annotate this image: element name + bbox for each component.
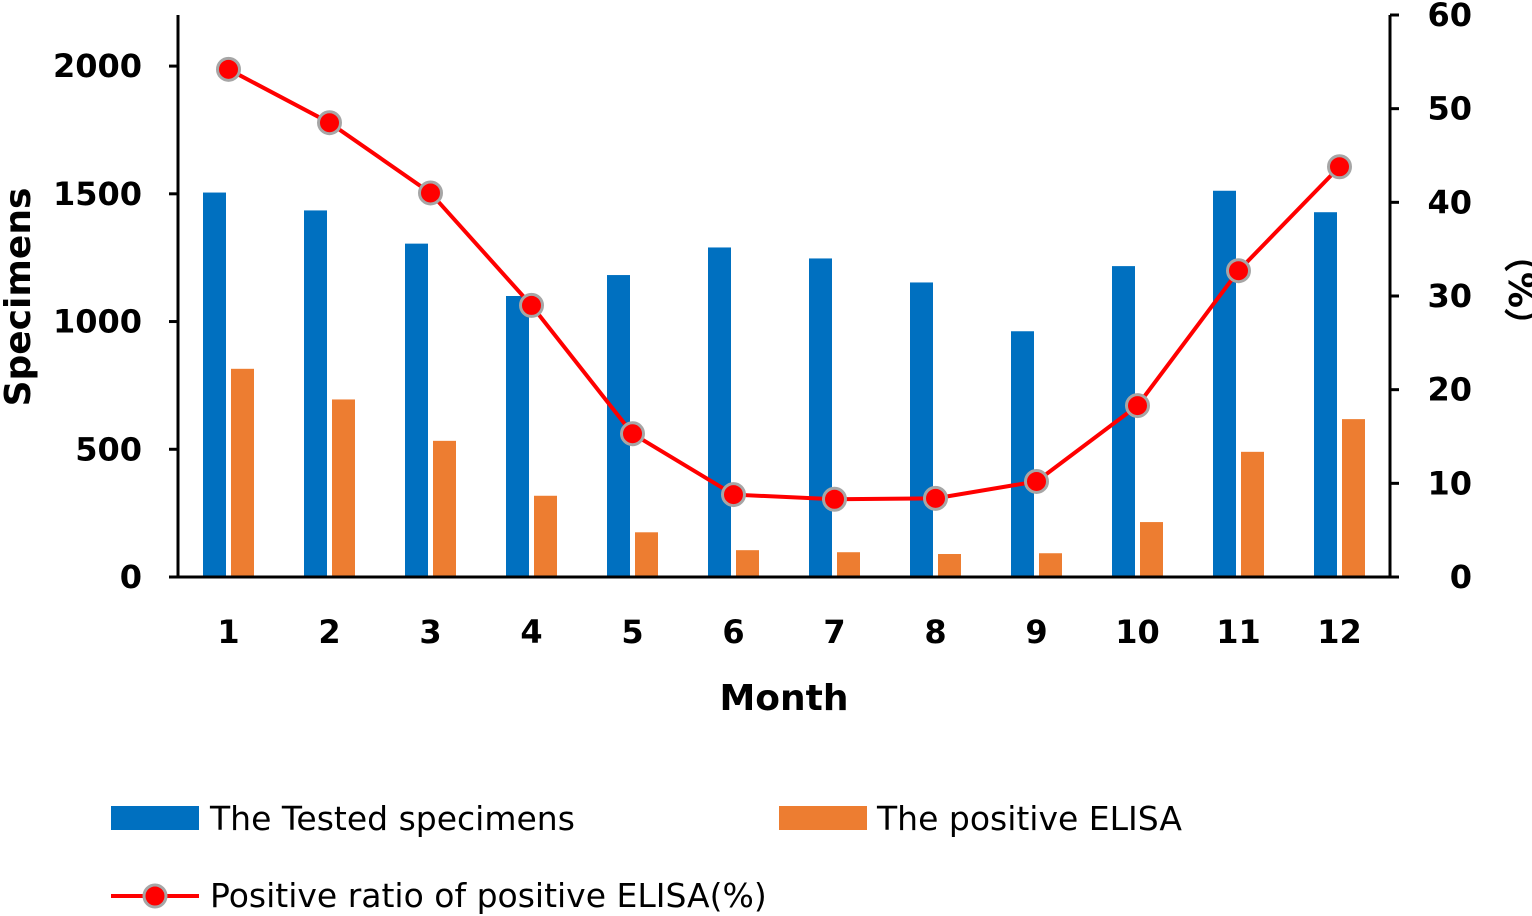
- y-left-tick-label: 0: [120, 558, 142, 596]
- bar-positive-1: [231, 368, 254, 577]
- tested-bars-group: [203, 190, 1337, 578]
- bar-positive-9: [1039, 553, 1062, 577]
- bar-tested-9: [1011, 331, 1034, 577]
- x-tick-label-2: 2: [318, 613, 340, 651]
- bar-positive-12: [1342, 419, 1365, 577]
- ratio-point-8: [923, 485, 948, 511]
- bar-tested-5: [607, 275, 630, 577]
- bar-positive-3: [433, 440, 456, 577]
- x-tick-label-11: 11: [1216, 613, 1261, 651]
- bar-tested-12: [1314, 212, 1337, 577]
- bar-tested-2: [304, 210, 327, 577]
- ratio-point-2: [317, 110, 342, 136]
- bar-tested-7: [809, 258, 832, 577]
- x-tick-label-12: 12: [1317, 613, 1362, 651]
- y-right-tick-label: 40: [1427, 183, 1472, 221]
- y-right-tick-label: 0: [1450, 558, 1472, 596]
- ratio-line: [227, 67, 1341, 502]
- bar-positive-11: [1241, 451, 1264, 577]
- ratio-point-10: [1125, 393, 1150, 419]
- y-right-tick-label: 10: [1427, 464, 1472, 502]
- legend-swatch-ratio-marker: [142, 883, 168, 909]
- ratio-point-1: [216, 56, 241, 82]
- y-left-tick-label: 500: [75, 430, 142, 468]
- y-left-tick-label: 1500: [53, 175, 142, 213]
- bar-positive-10: [1140, 522, 1163, 577]
- y-left-tick-label: 2000: [53, 47, 142, 85]
- ratio-point-4: [519, 292, 544, 318]
- y-left-tick-label: 1000: [53, 303, 142, 341]
- bar-positive-8: [938, 554, 961, 577]
- x-tick-label-1: 1: [217, 613, 239, 651]
- y-right-tick-label: 60: [1427, 0, 1472, 34]
- ratio-point-11: [1226, 258, 1251, 284]
- y-right-tick-label: 50: [1427, 90, 1472, 128]
- bar-positive-5: [635, 532, 658, 577]
- bar-positive-7: [837, 552, 860, 577]
- x-tick-label-7: 7: [823, 613, 845, 651]
- y-axis-left-title: Specimens: [0, 188, 39, 407]
- ratio-point-9: [1024, 468, 1049, 494]
- bar-positive-2: [332, 399, 355, 577]
- x-axis-title: Month: [719, 678, 848, 719]
- x-tick-label-4: 4: [520, 613, 542, 651]
- ratio-markers-group: [216, 56, 1352, 512]
- legend-label-positive: The positive ELISA: [876, 799, 1182, 838]
- legend: The Tested specimens The positive ELISA …: [111, 799, 1182, 915]
- positive-bars-group: [231, 368, 1365, 577]
- bar-positive-6: [736, 550, 759, 577]
- y-right-tick-label: 30: [1427, 277, 1472, 315]
- x-tick-label-6: 6: [722, 613, 744, 651]
- x-tick-label-8: 8: [924, 613, 946, 651]
- bar-tested-6: [708, 247, 731, 578]
- x-tick-label-10: 10: [1115, 613, 1160, 651]
- y-right-tick-label: 20: [1427, 371, 1472, 409]
- ratio-point-12: [1327, 154, 1352, 180]
- y-axis-left-ticks: 0 500 1000 1500 2000: [53, 47, 178, 596]
- y-axis-right-title: （%）: [1500, 236, 1532, 344]
- x-axis-ticks: 1 2 3 4 5 6 7 8 9 10 11 12: [217, 613, 1361, 651]
- bar-tested-8: [910, 282, 933, 577]
- ratio-point-6: [721, 482, 746, 508]
- ratio-point-5: [620, 421, 645, 447]
- bar-tested-4: [506, 296, 529, 577]
- bar-tested-3: [405, 243, 428, 577]
- bar-tested-1: [203, 192, 226, 578]
- x-tick-label-9: 9: [1025, 613, 1047, 651]
- ratio-point-7: [822, 486, 847, 512]
- bar-positive-4: [534, 495, 557, 577]
- x-tick-label-5: 5: [621, 613, 643, 651]
- y-axis-right-ticks: 0 10 20 30 40 50 60: [1390, 0, 1472, 596]
- legend-label-ratio: Positive ratio of positive ELISA(%): [210, 876, 767, 915]
- bar-tested-11: [1213, 190, 1236, 577]
- legend-swatch-positive: [779, 806, 867, 830]
- ratio-point-3: [418, 180, 443, 206]
- legend-swatch-tested: [111, 806, 199, 830]
- x-tick-label-3: 3: [419, 613, 441, 651]
- bar-tested-10: [1112, 266, 1135, 577]
- legend-label-tested: The Tested specimens: [209, 799, 575, 838]
